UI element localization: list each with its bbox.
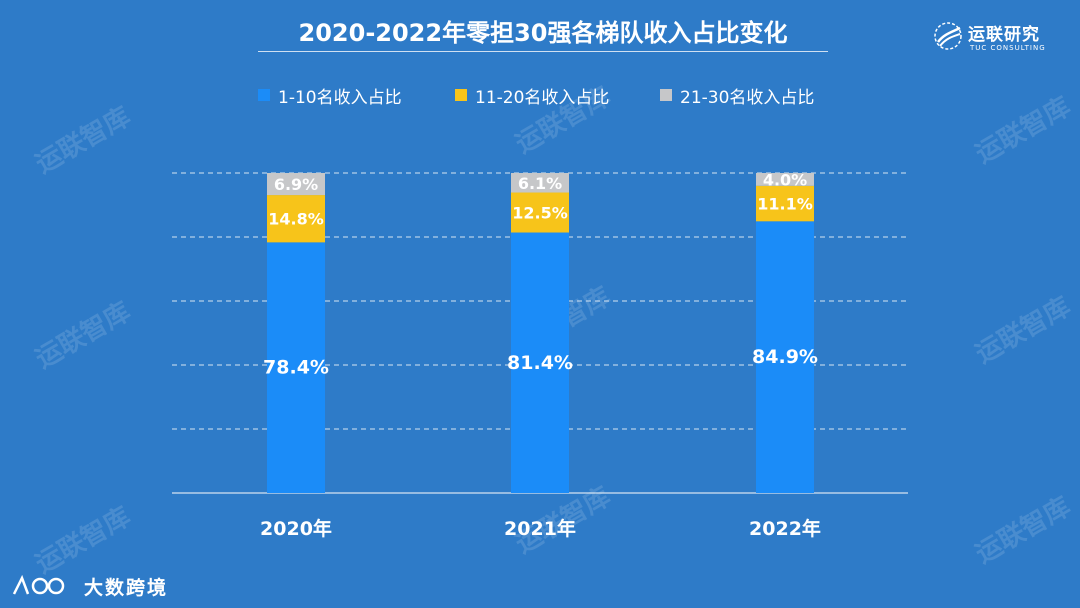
chart-title: 2020-2022年零担30强各梯队收入占比变化: [298, 19, 788, 47]
legend-item-tier2: 11-20名收入占比: [455, 82, 609, 108]
data-label: 12.5%: [512, 204, 568, 223]
x-tick-label: 2022年: [749, 517, 821, 540]
legend-label-tier3: 21-30名收入占比: [680, 87, 815, 108]
bar-segment-2-3: [756, 185, 814, 222]
footer-logo-icon: [12, 574, 65, 595]
brand-name: 运联研究: [968, 25, 1040, 45]
x-tick-label: 2020年: [260, 517, 332, 540]
data-label: 4.0%: [763, 170, 807, 189]
bar-segment-3-2: [511, 173, 569, 193]
data-label: 14.8%: [268, 210, 324, 229]
bar-segment-3-3: [756, 173, 814, 186]
data-label: 11.1%: [757, 195, 813, 214]
brand-logo: 运联研究 TUC CONSULTING: [932, 20, 1062, 56]
data-label: 78.4%: [263, 357, 329, 379]
data-label: 6.9%: [274, 175, 318, 194]
data-label: 6.1%: [518, 174, 562, 193]
bar-segment-2-1: [267, 195, 325, 243]
chart-legend: 1-10名收入占比 11-20名收入占比 21-30名收入占比: [0, 82, 1080, 108]
title-divider: [258, 51, 828, 52]
footer-brand: 大数跨境: [10, 570, 168, 602]
legend-swatch-tier2: [455, 89, 467, 101]
footer-name: 大数跨境: [84, 576, 169, 599]
x-tick-label: 2021年: [504, 517, 576, 540]
bar-segment-1-3: [756, 221, 814, 493]
data-label: 84.9%: [752, 346, 818, 368]
bar-segment-3-1: [267, 173, 325, 196]
legend-label-tier2: 11-20名收入占比: [475, 87, 610, 108]
legend-swatch-tier3: [660, 89, 672, 101]
bar-segment-2-2: [511, 192, 569, 233]
legend-item-tier1: 1-10名收入占比: [258, 82, 402, 108]
brand-subtitle: TUC CONSULTING: [970, 44, 1046, 52]
data-label: 81.4%: [507, 352, 573, 374]
legend-label-tier1: 1-10名收入占比: [278, 87, 402, 108]
legend-swatch-tier1: [258, 89, 270, 101]
bar-segment-1-1: [267, 242, 325, 493]
bar-segment-1-2: [511, 232, 569, 493]
legend-item-tier3: 21-30名收入占比: [660, 82, 814, 108]
brand-mark-icon: [934, 22, 962, 50]
